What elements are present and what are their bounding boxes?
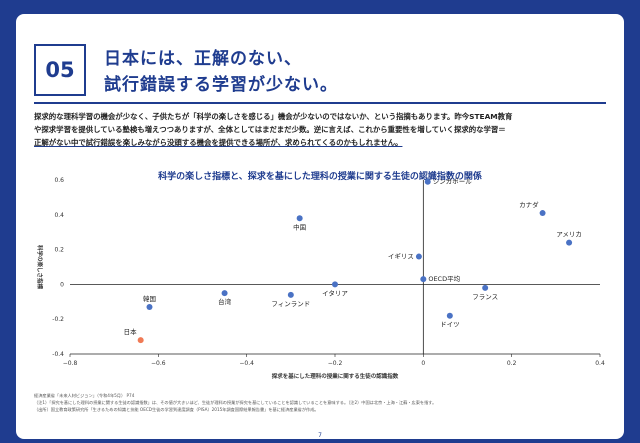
point-label: 中国 — [293, 222, 306, 231]
y-tick-label: 0.2 — [54, 247, 64, 254]
y-axis-title: 科学の楽しさ指標 — [36, 245, 44, 290]
point-label: イギリス — [388, 253, 414, 261]
footnote-note: （注1）「探究を基にした理科の授業に関する生徒の認識指数」は、その値が大きいほど… — [34, 400, 437, 405]
data-point — [482, 284, 489, 291]
point-label: アメリカ — [556, 231, 582, 239]
point-label: OECD平均 — [428, 274, 460, 283]
page-number: 7 — [318, 432, 322, 439]
x-tick-label: −0.8 — [63, 360, 78, 367]
point-label: フィンランド — [271, 300, 310, 308]
data-point — [221, 290, 228, 297]
y-tick-label: -0.4 — [52, 351, 64, 358]
headline-line-2: 試行錯誤する学習が少ない。 — [104, 75, 338, 95]
y-tick-label: 0 — [60, 281, 64, 288]
body-line-2: や探求学習を提供している塾検も増えつつありますが、全体としてはまだまだ少数。逆に… — [34, 125, 506, 134]
body-line-3: 正解がない中で試行錯誤を楽しみながら没頭する機会を提供できる場所が、求められてく… — [34, 138, 403, 147]
page-card: 05 日本には、正解のない、 試行錯誤する学習が少ない。 探求的な理科学習の機会… — [16, 14, 624, 439]
body-line-1: 探求的な理科学習の機会が少なく、子供たちが「科学の楽しさを感じる」機会が少ないの… — [34, 112, 513, 121]
point-label: フランス — [472, 293, 498, 301]
footnote-origin: （出所）国立教育政策研究所「生きるための知識と技能 OECD生徒の学習到達度調査… — [34, 407, 319, 412]
point-label: 台湾 — [218, 297, 232, 306]
data-point — [146, 304, 153, 311]
data-point — [287, 291, 294, 298]
point-label: イタリア — [322, 288, 348, 297]
x-tick-label: 0.2 — [507, 360, 517, 367]
point-label: 日本 — [124, 327, 138, 336]
x-axis-title: 探求を基にした理科の授業に関する生徒の認識指数 — [272, 372, 399, 380]
x-tick-label: 0 — [421, 360, 425, 367]
point-label: 韓国 — [143, 294, 156, 303]
data-point — [415, 253, 422, 260]
point-label: ドイツ — [440, 321, 460, 329]
headline-divider — [34, 102, 606, 104]
body-paragraph: 探求的な理科学習の機会が少なく、子供たちが「科学の楽しさを感じる」機会が少ないの… — [34, 110, 612, 149]
y-tick-label: 0.4 — [54, 212, 64, 219]
x-tick-label: −0.4 — [239, 360, 254, 367]
point-label: カナダ — [519, 200, 539, 209]
y-tick-label: 0.6 — [54, 177, 64, 184]
section-headline: 日本には、正解のない、 試行錯誤する学習が少ない。 — [104, 46, 604, 98]
x-tick-label: 0.4 — [595, 360, 605, 367]
data-point — [539, 210, 546, 217]
data-point — [332, 281, 338, 288]
point-label: シンガポール — [433, 177, 473, 186]
section-number-badge: 05 — [34, 44, 86, 96]
x-tick-label: −0.6 — [151, 360, 166, 367]
scatter-chart: −0.8 −0.6 −0.4 −0.2 0 0.2 0.4 -0.4 -0.2 0 0.2 0.4 0.… — [36, 177, 605, 380]
x-tick-label: −0.2 — [328, 360, 343, 367]
y-tick-label: -0.2 — [52, 316, 64, 323]
data-point — [296, 215, 303, 222]
footnote-source: 経済産業省「未来人材ビジョン」（令和4年5月） P74 — [34, 393, 135, 398]
data-point — [420, 276, 427, 283]
chart-title: 科学の楽しさ指標と、探求を基にした理科の授業に関する生徒の認識指数の関係 — [158, 172, 482, 182]
footnotes: 経済産業省「未来人材ビジョン」（令和4年5月） P74 （注1）「探究を基にした… — [34, 392, 614, 413]
data-point — [137, 337, 144, 344]
headline-line-1: 日本には、正解のない、 — [104, 49, 302, 69]
data-point — [566, 239, 573, 246]
data-point — [424, 178, 431, 185]
data-point — [446, 312, 453, 319]
